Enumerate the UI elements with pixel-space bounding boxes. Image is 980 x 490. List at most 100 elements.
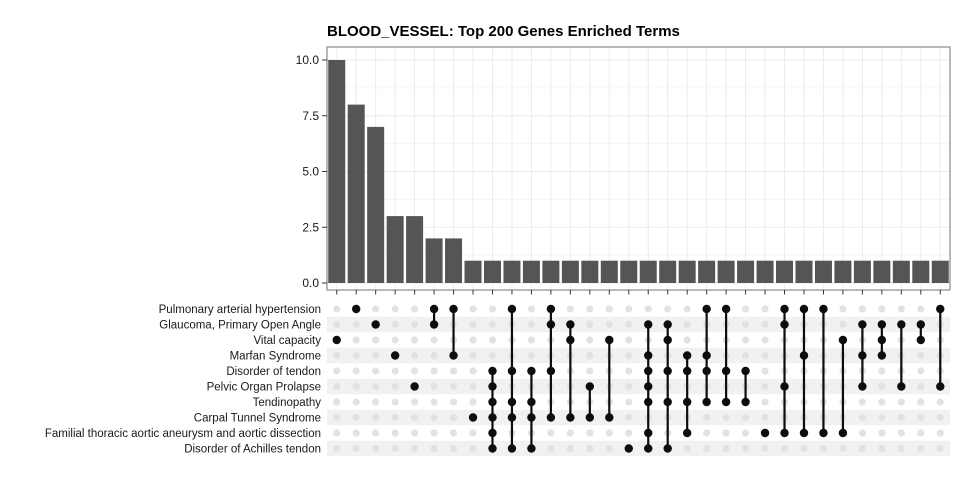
bar xyxy=(483,260,501,283)
bar xyxy=(367,126,385,284)
matrix-dot-active xyxy=(644,444,653,453)
bar xyxy=(834,260,852,283)
matrix-dot-active xyxy=(644,397,653,407)
matrix-dot-inactive xyxy=(372,336,380,344)
matrix-dot-inactive xyxy=(839,305,847,313)
matrix-dot-inactive xyxy=(333,320,341,329)
matrix-dot-inactive xyxy=(586,305,594,313)
matrix-dot-inactive xyxy=(333,305,341,313)
matrix-dot-inactive xyxy=(391,320,399,329)
matrix-dot-inactive xyxy=(372,351,380,360)
matrix-dot-inactive xyxy=(430,398,438,406)
matrix-dot-active xyxy=(877,320,887,329)
matrix-dot-inactive xyxy=(741,351,750,360)
matrix-dot-inactive xyxy=(469,336,477,344)
matrix-dot-inactive xyxy=(722,429,730,437)
matrix-dot-active xyxy=(799,351,809,360)
matrix-dot-active xyxy=(527,397,536,407)
matrix-dot-active xyxy=(527,413,536,422)
matrix-dot-inactive xyxy=(449,429,458,437)
matrix-dot-inactive xyxy=(625,429,633,437)
matrix-dot-inactive xyxy=(449,413,458,422)
matrix-dot-inactive xyxy=(897,444,905,453)
matrix-dot-inactive xyxy=(527,320,536,329)
matrix-dot-inactive xyxy=(897,305,905,313)
matrix-dot-inactive xyxy=(449,367,458,375)
matrix-dot-inactive xyxy=(761,398,769,406)
bar xyxy=(600,260,618,283)
matrix-dot-inactive xyxy=(741,413,750,422)
matrix-dot-active xyxy=(682,351,692,360)
matrix-dot-inactive xyxy=(333,398,341,406)
matrix-dot-active xyxy=(663,320,672,329)
matrix-dot-inactive xyxy=(761,320,769,329)
matrix-dot-active xyxy=(799,428,809,438)
matrix-dot-inactive xyxy=(469,398,477,406)
matrix-dot-inactive xyxy=(430,413,438,422)
matrix-dot-active xyxy=(644,351,653,360)
matrix-dot-active xyxy=(702,351,711,360)
matrix-dot-active xyxy=(352,304,361,314)
bar xyxy=(756,260,774,283)
matrix-dot-inactive xyxy=(683,444,691,453)
matrix-dot-inactive xyxy=(625,398,633,406)
bar xyxy=(581,260,599,283)
matrix-dot-inactive xyxy=(586,320,594,329)
matrix-dot-inactive xyxy=(391,336,399,344)
bar xyxy=(464,260,482,283)
matrix-dot-inactive xyxy=(878,429,886,437)
matrix-dot-inactive xyxy=(761,367,769,375)
matrix-dot-inactive xyxy=(469,305,477,313)
bar xyxy=(503,260,521,283)
y-tick-label: 10.0 xyxy=(296,53,320,67)
matrix-dot-inactive xyxy=(469,351,477,360)
matrix-dot-active xyxy=(468,413,478,422)
matrix-dot-inactive xyxy=(586,429,594,437)
matrix-dot-active xyxy=(682,428,692,438)
matrix-dot-active xyxy=(721,397,731,407)
matrix-dot-inactive xyxy=(372,398,380,406)
matrix-dot-inactive xyxy=(683,305,691,313)
matrix-dot-inactive xyxy=(605,320,613,329)
matrix-dot-active xyxy=(702,397,711,407)
matrix-dot-inactive xyxy=(469,429,477,437)
matrix-dot-inactive xyxy=(527,351,536,360)
matrix-dot-inactive xyxy=(411,398,419,406)
matrix-dot-inactive xyxy=(605,444,613,453)
matrix-dot-inactive xyxy=(741,320,750,329)
bar xyxy=(522,260,540,283)
matrix-dot-inactive xyxy=(488,320,497,329)
matrix-stripe xyxy=(327,409,950,426)
matrix-dot-active xyxy=(721,366,731,376)
matrix-dot-inactive xyxy=(391,305,399,313)
bar xyxy=(445,238,463,283)
matrix-dot-inactive xyxy=(411,429,419,437)
matrix-dot-active xyxy=(780,304,789,314)
matrix-stripe xyxy=(327,440,950,457)
matrix-dot-inactive xyxy=(761,382,769,391)
matrix-dot-active xyxy=(429,304,439,314)
matrix-dot-inactive xyxy=(527,336,536,344)
matrix-dot-inactive xyxy=(800,444,808,453)
matrix-dot-active xyxy=(371,320,380,329)
matrix-dot-inactive xyxy=(411,367,419,375)
bar xyxy=(853,260,871,283)
matrix-dot-inactive xyxy=(858,413,866,422)
matrix-dot-active xyxy=(741,366,750,376)
bar xyxy=(678,260,696,283)
matrix-dot-inactive xyxy=(741,305,750,313)
matrix-dot-inactive xyxy=(333,382,341,391)
matrix-dot-inactive xyxy=(449,444,458,453)
matrix-dot-inactive xyxy=(761,444,769,453)
matrix-dot-inactive xyxy=(430,351,438,360)
matrix-dot-active xyxy=(858,351,867,360)
bar xyxy=(776,260,794,283)
bar xyxy=(639,260,657,283)
matrix-dot-inactive xyxy=(761,305,769,313)
matrix-dot-active xyxy=(799,304,809,314)
matrix-dot-inactive xyxy=(839,444,847,453)
matrix-dot-inactive xyxy=(527,305,536,313)
matrix-dot-inactive xyxy=(917,398,925,406)
